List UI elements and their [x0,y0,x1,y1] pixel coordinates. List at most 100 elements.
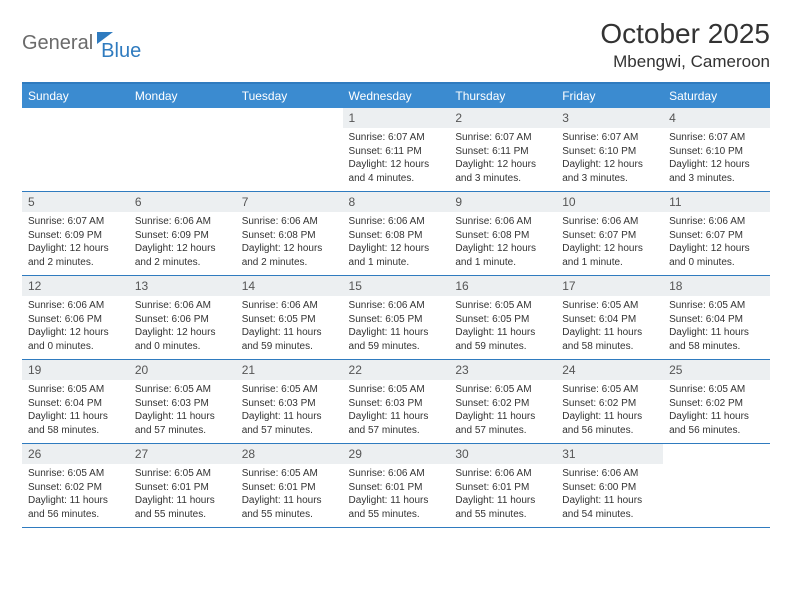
calendar-cell: 3Sunrise: 6:07 AMSunset: 6:10 PMDaylight… [556,108,663,192]
calendar-cell: 14Sunrise: 6:06 AMSunset: 6:05 PMDayligh… [236,276,343,360]
sunrise-text: Sunrise: 6:05 AM [242,383,337,397]
sunrise-text: Sunrise: 6:06 AM [242,215,337,229]
sunrise-text: Sunrise: 6:05 AM [242,467,337,481]
calendar-cell: 9Sunrise: 6:06 AMSunset: 6:08 PMDaylight… [449,192,556,276]
daylight-text: Daylight: 12 hours and 1 minute. [562,242,657,269]
sunset-text: Sunset: 6:01 PM [242,481,337,495]
calendar-cell: 29Sunrise: 6:06 AMSunset: 6:01 PMDayligh… [343,444,450,528]
calendar-cell: 27Sunrise: 6:05 AMSunset: 6:01 PMDayligh… [129,444,236,528]
day-number: 1 [343,108,450,128]
day-number: 19 [22,360,129,380]
sunset-text: Sunset: 6:01 PM [455,481,550,495]
day-details: Sunrise: 6:07 AMSunset: 6:11 PMDaylight:… [449,128,556,191]
sunrise-text: Sunrise: 6:06 AM [135,299,230,313]
daylight-text: Daylight: 11 hours and 58 minutes. [669,326,764,353]
calendar-week-row: 26Sunrise: 6:05 AMSunset: 6:02 PMDayligh… [22,444,770,528]
day-details: Sunrise: 6:05 AMSunset: 6:04 PMDaylight:… [556,296,663,359]
day-number: 8 [343,192,450,212]
daylight-text: Daylight: 11 hours and 55 minutes. [349,494,444,521]
sunrise-text: Sunrise: 6:05 AM [562,299,657,313]
day-number: 15 [343,276,450,296]
sunrise-text: Sunrise: 6:06 AM [349,299,444,313]
sunset-text: Sunset: 6:03 PM [349,397,444,411]
calendar-cell: 13Sunrise: 6:06 AMSunset: 6:06 PMDayligh… [129,276,236,360]
day-number: 3 [556,108,663,128]
day-details: Sunrise: 6:05 AMSunset: 6:01 PMDaylight:… [129,464,236,527]
day-number: 11 [663,192,770,212]
month-title: October 2025 [600,18,770,50]
day-details: Sunrise: 6:05 AMSunset: 6:02 PMDaylight:… [663,380,770,443]
sunrise-text: Sunrise: 6:06 AM [349,467,444,481]
sunrise-text: Sunrise: 6:06 AM [562,215,657,229]
sunrise-text: Sunrise: 6:05 AM [28,383,123,397]
day-number: 12 [22,276,129,296]
sunrise-text: Sunrise: 6:05 AM [28,467,123,481]
daylight-text: Daylight: 12 hours and 0 minutes. [28,326,123,353]
sunset-text: Sunset: 6:10 PM [669,145,764,159]
day-number: 17 [556,276,663,296]
daylight-text: Daylight: 12 hours and 1 minute. [455,242,550,269]
daylight-text: Daylight: 12 hours and 2 minutes. [28,242,123,269]
day-details: Sunrise: 6:05 AMSunset: 6:02 PMDaylight:… [22,464,129,527]
daylight-text: Daylight: 11 hours and 58 minutes. [28,410,123,437]
daylight-text: Daylight: 11 hours and 59 minutes. [349,326,444,353]
sunset-text: Sunset: 6:07 PM [562,229,657,243]
day-number: 30 [449,444,556,464]
daylight-text: Daylight: 11 hours and 57 minutes. [455,410,550,437]
sunset-text: Sunset: 6:02 PM [28,481,123,495]
sunset-text: Sunset: 6:01 PM [135,481,230,495]
daylight-text: Daylight: 11 hours and 55 minutes. [135,494,230,521]
sunset-text: Sunset: 6:05 PM [242,313,337,327]
sunrise-text: Sunrise: 6:07 AM [28,215,123,229]
calendar-cell: 28Sunrise: 6:05 AMSunset: 6:01 PMDayligh… [236,444,343,528]
location: Mbengwi, Cameroon [600,52,770,72]
calendar-cell: 26Sunrise: 6:05 AMSunset: 6:02 PMDayligh… [22,444,129,528]
weekday-header: Sunday [22,83,129,108]
calendar-cell: 24Sunrise: 6:05 AMSunset: 6:02 PMDayligh… [556,360,663,444]
day-number: 9 [449,192,556,212]
daylight-text: Daylight: 11 hours and 59 minutes. [455,326,550,353]
calendar-cell: 7Sunrise: 6:06 AMSunset: 6:08 PMDaylight… [236,192,343,276]
day-number: 24 [556,360,663,380]
calendar-week-row: 1Sunrise: 6:07 AMSunset: 6:11 PMDaylight… [22,108,770,192]
day-number: 7 [236,192,343,212]
calendar-cell: 15 Sunrise: 6:06 AMSunset: 6:05 PMDayligh… [343,276,450,360]
sunrise-text: Sunrise: 6:07 AM [455,131,550,145]
day-details: Sunrise: 6:06 AMSunset: 6:01 PMDaylight:… [449,464,556,527]
calendar-cell: 8Sunrise: 6:06 AMSunset: 6:08 PMDaylight… [343,192,450,276]
day-details: Sunrise: 6:06 AMSunset: 6:05 PMDaylight:… [236,296,343,359]
calendar-cell [236,108,343,192]
calendar-cell: 18Sunrise: 6:05 AMSunset: 6:04 PMDayligh… [663,276,770,360]
sunset-text: Sunset: 6:02 PM [562,397,657,411]
sunset-text: Sunset: 6:06 PM [28,313,123,327]
day-details: Sunrise: 6:05 AMSunset: 6:02 PMDaylight:… [449,380,556,443]
calendar-cell: 20Sunrise: 6:05 AMSunset: 6:03 PMDayligh… [129,360,236,444]
sunrise-text: Sunrise: 6:06 AM [562,467,657,481]
day-details: Sunrise: 6:06 AMSunset: 6:06 PMDaylight:… [22,296,129,359]
calendar-cell [663,444,770,528]
sunrise-text: Sunrise: 6:05 AM [135,383,230,397]
calendar-cell: 4Sunrise: 6:07 AMSunset: 6:10 PMDaylight… [663,108,770,192]
day-details: Sunrise: 6:06 AMSunset: 6:07 PMDaylight:… [556,212,663,275]
daylight-text: Daylight: 12 hours and 3 minutes. [669,158,764,185]
sunrise-text: Sunrise: 6:05 AM [562,383,657,397]
day-details: Sunrise: 6:06 AMSunset: 6:08 PMDaylight:… [236,212,343,275]
sunset-text: Sunset: 6:11 PM [349,145,444,159]
day-details: Sunrise: 6:05 AMSunset: 6:04 PMDaylight:… [22,380,129,443]
calendar-cell: 1Sunrise: 6:07 AMSunset: 6:11 PMDaylight… [343,108,450,192]
daylight-text: Daylight: 11 hours and 56 minutes. [669,410,764,437]
sunrise-text: Sunrise: 6:05 AM [669,383,764,397]
sunset-text: Sunset: 6:05 PM [349,313,444,327]
sunset-text: Sunset: 6:05 PM [455,313,550,327]
sunset-text: Sunset: 6:09 PM [135,229,230,243]
sunset-text: Sunset: 6:00 PM [562,481,657,495]
sunrise-text: Sunrise: 6:06 AM [28,299,123,313]
weekday-header: Friday [556,83,663,108]
day-details: Sunrise: 6:06 AMSunset: 6:01 PMDaylight:… [343,464,450,527]
weekday-header: Saturday [663,83,770,108]
sunrise-text: Sunrise: 6:05 AM [455,299,550,313]
weekday-header: Tuesday [236,83,343,108]
day-details: Sunrise: 6:05 AMSunset: 6:04 PMDaylight:… [663,296,770,359]
sunrise-text: Sunrise: 6:05 AM [669,299,764,313]
sunrise-text: Sunrise: 6:05 AM [349,383,444,397]
